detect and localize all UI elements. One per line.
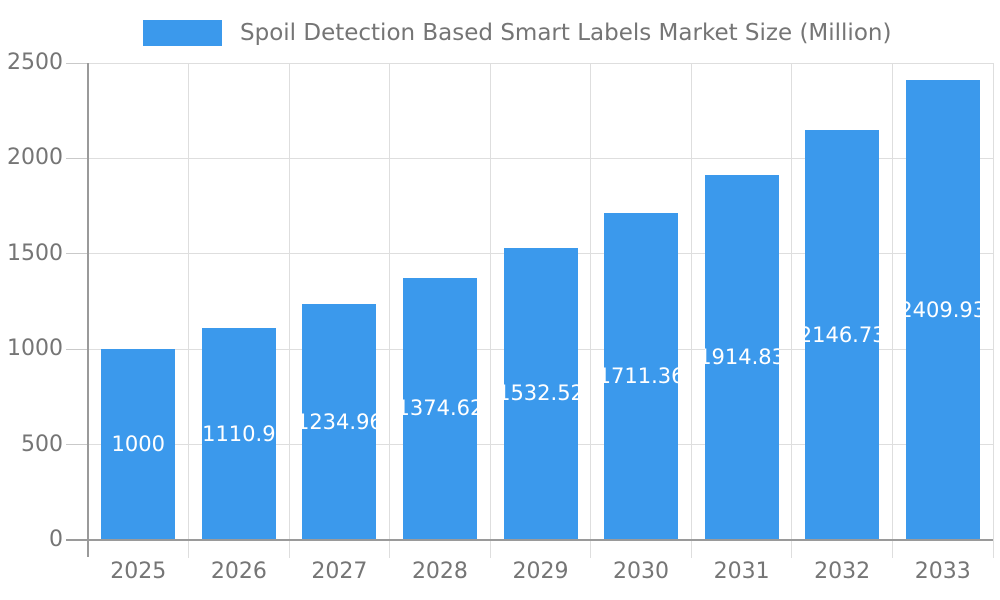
x-axis-tick-label: 2031 [713, 559, 770, 584]
x-axis-tick-label: 2026 [210, 559, 267, 584]
gridline-vertical [590, 63, 592, 558]
gridline-vertical [389, 63, 391, 558]
y-tick [66, 62, 88, 64]
bar-value-label: 1374.62 [402, 396, 477, 421]
legend-item[interactable]: Spoil Detection Based Smart Labels Marke… [143, 20, 891, 46]
bar-value-label: 1532.52 [503, 381, 578, 406]
bar-2031[interactable]: 1914.83 [704, 174, 779, 539]
x-axis-line [66, 539, 993, 541]
y-tick [66, 348, 88, 350]
bar-value-label: 1711.36 [604, 364, 679, 389]
gridline-vertical [489, 63, 491, 558]
bar-value-label: 1914.83 [704, 344, 779, 369]
x-axis-tick-label: 2029 [512, 559, 569, 584]
y-axis-tick-label: 500 [21, 431, 63, 457]
x-axis-tick-label: 2025 [110, 559, 167, 584]
y-axis-tick-label: 1000 [7, 336, 63, 362]
legend-label: Spoil Detection Based Smart Labels Marke… [240, 20, 892, 46]
legend-marker [143, 20, 222, 46]
gridline-horizontal [66, 157, 993, 159]
x-axis-tick-label: 2030 [613, 559, 670, 584]
gridline-vertical [288, 63, 290, 558]
bar-2027[interactable]: 1234.96 [302, 304, 377, 539]
gridline-vertical [188, 63, 190, 558]
x-axis-tick-label: 2028 [411, 559, 468, 584]
y-tick [66, 444, 88, 446]
bar-2032[interactable]: 2146.73 [805, 130, 880, 539]
bar-2026[interactable]: 1110.9 [201, 328, 276, 539]
bar-value-label: 1110.9 [202, 421, 276, 446]
bar-value-label: 1234.96 [302, 409, 377, 434]
gridline-vertical [791, 63, 793, 558]
x-axis-tick-label: 2027 [311, 559, 368, 584]
bar-2025[interactable]: 1000 [101, 349, 176, 539]
gridline-vertical [992, 63, 994, 558]
bar-2028[interactable]: 1374.62 [402, 277, 477, 539]
gridline-horizontal [66, 62, 993, 64]
x-axis-tick-label: 2033 [914, 559, 971, 584]
bar-value-label: 2146.73 [805, 322, 880, 347]
y-tick [66, 157, 88, 159]
y-axis-line [87, 63, 89, 557]
gridline-vertical [891, 63, 893, 558]
bar-value-label: 2409.93 [905, 297, 980, 322]
y-axis-tick-label: 2000 [7, 145, 63, 171]
y-axis-tick-label: 2500 [7, 50, 63, 75]
y-tick [66, 253, 88, 255]
gridline-vertical [690, 63, 692, 558]
x-axis-tick-label: 2032 [814, 559, 871, 584]
bar-2029[interactable]: 1532.52 [503, 247, 578, 539]
y-axis-tick-label: 1500 [7, 240, 63, 266]
bar-value-label: 1000 [111, 432, 165, 457]
bar-2033[interactable]: 2409.93 [905, 80, 980, 539]
bar-2030[interactable]: 1711.36 [604, 213, 679, 539]
y-axis-tick-label: 0 [49, 527, 63, 552]
